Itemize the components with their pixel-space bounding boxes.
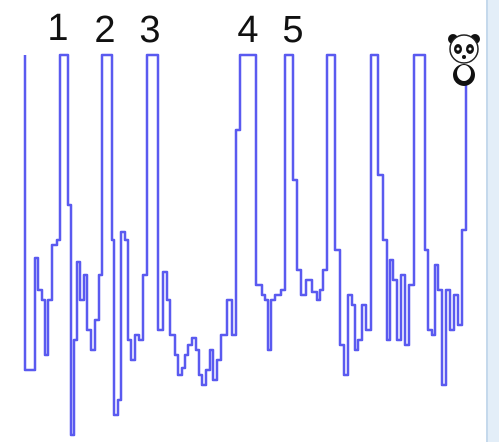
- label: 2: [94, 9, 115, 51]
- label: 4: [237, 9, 258, 51]
- page: 1 2 3 4 5 (() => { const data = JSON.par…: [0, 0, 499, 442]
- panda-sprite[interactable]: [448, 34, 480, 86]
- label: 3: [139, 9, 160, 51]
- stage: 1 2 3 4 5: [0, 0, 499, 442]
- pen-trace: [25, 55, 466, 435]
- label: 1: [47, 7, 68, 49]
- label: 5: [282, 9, 303, 51]
